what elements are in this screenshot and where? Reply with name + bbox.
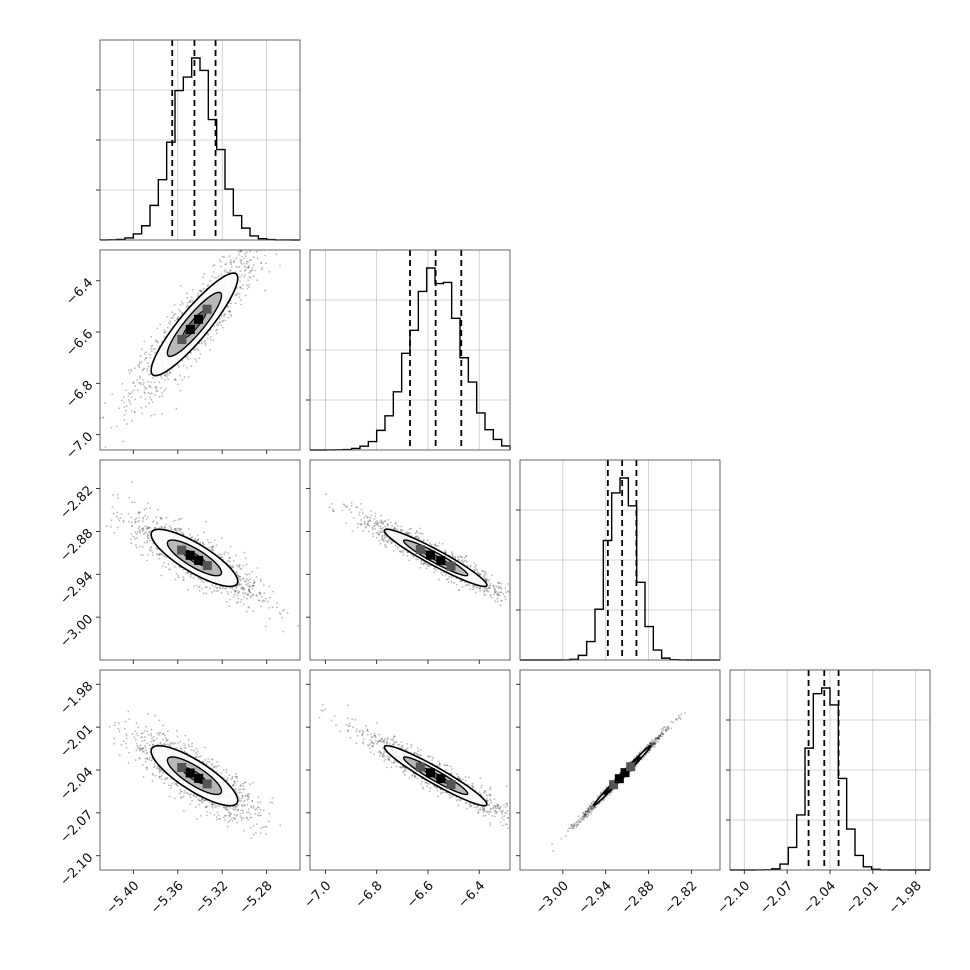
y-tick-label: −3.00	[58, 612, 97, 651]
x-tick-label: −5.36	[148, 878, 187, 917]
y-tick-label: −6.4	[63, 275, 96, 308]
x-tick-label: −6.4	[455, 878, 488, 911]
y-tick-label: −2.04	[58, 765, 97, 804]
y-tick-label: −2.07	[58, 808, 97, 847]
y-tick-label: −6.6	[63, 327, 96, 360]
panel-frame-1-2	[309, 459, 511, 661]
density-core-0-1	[177, 304, 212, 344]
y-tick-label: −1.98	[58, 679, 97, 718]
histogram-0	[99, 57, 300, 241]
hist-panel-2	[516, 459, 721, 661]
density-core-1-3	[415, 762, 456, 789]
panel-bg-0-1	[100, 250, 300, 450]
x-tick-label: −2.94	[576, 878, 615, 917]
density-core-2-3	[609, 762, 636, 790]
x-tick-label: −2.10	[715, 878, 754, 917]
panel-frame-0-2	[99, 459, 301, 661]
y-tick-label: −2.82	[58, 483, 97, 522]
x-tick-label: −6.8	[353, 878, 386, 911]
panel-frame-0-1	[99, 249, 301, 451]
x-tick-label: −7.0	[301, 878, 334, 911]
scatter-panel-1-3	[306, 669, 511, 874]
x-tick-label: −2.88	[619, 878, 658, 917]
x-tick-label: −3.00	[533, 878, 572, 917]
y-tick-label: −6.8	[63, 378, 96, 411]
density-core-0-3	[177, 763, 212, 789]
panel-bg-2-3	[520, 670, 720, 870]
hist-frame-2	[519, 459, 721, 661]
x-tick-label: −5.40	[104, 878, 143, 917]
density-core-1-2	[415, 545, 456, 571]
hist-panel-1	[306, 249, 511, 451]
x-tick-label: −6.6	[404, 878, 437, 911]
scatter-panel-0-2	[96, 459, 301, 664]
y-tick-label: −2.01	[58, 722, 97, 761]
density-core-0-2	[177, 545, 212, 571]
hist-panel-3	[726, 669, 931, 871]
x-tick-label: −2.82	[662, 878, 701, 917]
y-tick-label: −7.0	[63, 429, 96, 462]
y-tick-label: −2.88	[58, 526, 97, 565]
hist-frame-1	[309, 249, 511, 451]
x-tick-label: −2.01	[843, 878, 882, 917]
scatter-panel-2-3	[516, 669, 721, 874]
scatter-panel-0-1	[96, 249, 301, 454]
panel-bg-1-2	[310, 460, 510, 660]
y-tick-label: −2.10	[58, 850, 97, 889]
hist-frame-0	[99, 39, 301, 241]
hist-panel-0	[96, 39, 301, 241]
x-tick-label: −1.98	[886, 878, 925, 917]
x-tick-label: −5.32	[192, 878, 231, 917]
x-tick-label: −2.07	[757, 878, 796, 917]
x-tick-label: −5.28	[237, 878, 276, 917]
scatter-panel-1-2	[306, 459, 511, 664]
x-tick-label: −2.04	[800, 878, 839, 917]
y-tick-label: −2.94	[58, 569, 97, 608]
scatter-panel-0-3	[96, 669, 301, 874]
